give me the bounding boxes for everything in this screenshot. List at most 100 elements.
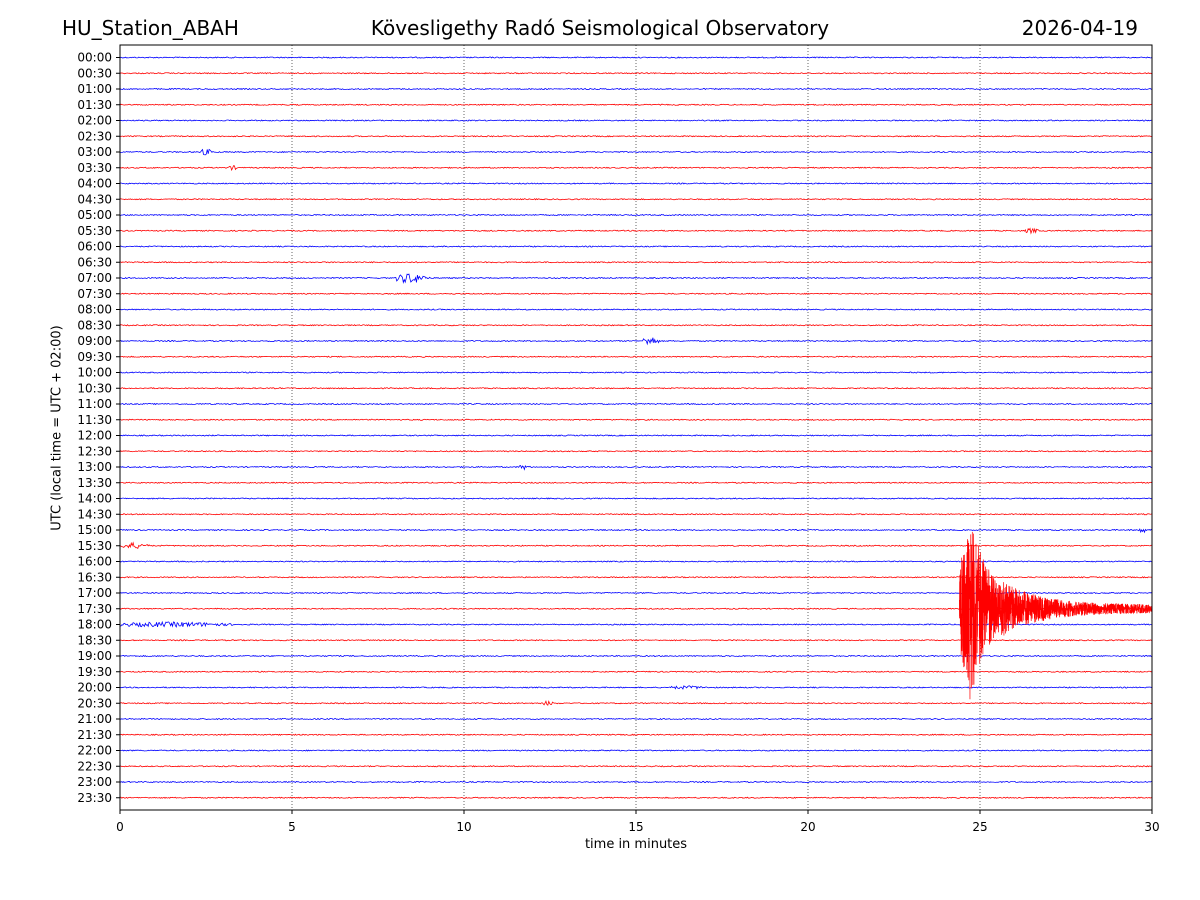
trace-1430 bbox=[119, 513, 1153, 516]
trace-1400 bbox=[119, 497, 1153, 500]
trace-0800 bbox=[119, 308, 1153, 311]
y-tick-label: 09:00 bbox=[77, 334, 112, 348]
earthquake-signal bbox=[959, 531, 1153, 700]
x-tick-label: 25 bbox=[972, 820, 987, 834]
trace-0630 bbox=[119, 261, 1153, 264]
trace-0930 bbox=[119, 355, 1153, 358]
x-tick-label: 20 bbox=[800, 820, 815, 834]
trace-0400 bbox=[119, 182, 1153, 185]
trace-0230 bbox=[119, 135, 1153, 138]
trace-1000 bbox=[119, 371, 1153, 374]
x-tick-label: 5 bbox=[288, 820, 296, 834]
trace-0530 bbox=[119, 227, 1153, 235]
trace-0200 bbox=[119, 119, 1153, 122]
y-tick-label: 13:30 bbox=[77, 476, 112, 490]
x-axis: 0 5 10 15 20 25 30 bbox=[116, 810, 1160, 834]
y-tick-label: 07:00 bbox=[77, 271, 112, 285]
y-tick-label: 21:00 bbox=[77, 712, 112, 726]
trace-1200 bbox=[119, 434, 1153, 437]
trace-2230 bbox=[120, 765, 1153, 768]
trace-1600 bbox=[119, 560, 1153, 563]
y-tick-label: 18:00 bbox=[77, 618, 112, 632]
y-tick-label: 14:00 bbox=[77, 492, 112, 506]
y-tick-label: 12:30 bbox=[77, 444, 112, 458]
trace-1030 bbox=[119, 387, 1153, 390]
trace-0500 bbox=[119, 213, 1153, 217]
y-tick-label: 00:30 bbox=[77, 66, 112, 80]
y-tick-label: 11:30 bbox=[77, 413, 112, 427]
trace-0100 bbox=[119, 87, 1152, 91]
y-tick-label: 17:30 bbox=[77, 602, 112, 616]
y-tick-label: 19:30 bbox=[77, 665, 112, 679]
y-tick-label: 02:00 bbox=[77, 114, 112, 128]
y-tick-label: 16:30 bbox=[77, 570, 112, 584]
y-tick-label: 16:00 bbox=[77, 555, 112, 569]
chart-title: Kövesligethy Radó Seismological Observat… bbox=[370, 16, 830, 40]
y-tick-label: 12:00 bbox=[77, 429, 112, 443]
y-tick-label: 22:30 bbox=[77, 759, 112, 773]
station-name: HU_Station_ABAH bbox=[62, 16, 239, 40]
trace-1530 bbox=[119, 541, 1153, 550]
trace-1130 bbox=[119, 418, 1153, 421]
y-tick-label: 23:00 bbox=[77, 775, 112, 789]
trace-1300 bbox=[119, 464, 1153, 471]
y-tick-label: 14:30 bbox=[77, 507, 112, 521]
trace-0430 bbox=[119, 198, 1153, 201]
y-tick-label: 10:30 bbox=[77, 381, 112, 395]
trace-2030 bbox=[119, 700, 1153, 706]
y-axis-label: UTC (local time = UTC + 02:00) bbox=[49, 325, 65, 531]
trace-2300 bbox=[119, 780, 1153, 784]
chart-date: 2026-04-19 bbox=[1021, 16, 1138, 40]
trace-1100 bbox=[119, 402, 1153, 406]
y-tick-label: 02:30 bbox=[77, 129, 112, 143]
trace-0900 bbox=[119, 337, 1153, 346]
x-axis-label: time in minutes bbox=[584, 837, 688, 852]
y-tick-label: 05:00 bbox=[77, 208, 112, 222]
trace-0830 bbox=[119, 324, 1153, 327]
grid-lines bbox=[291, 45, 981, 810]
y-tick-label: 23:30 bbox=[77, 791, 112, 805]
trace-2330 bbox=[119, 796, 1153, 799]
y-tick-label: 19:00 bbox=[77, 649, 112, 663]
trace-0300 bbox=[119, 148, 1153, 156]
x-tick-label: 30 bbox=[1144, 820, 1159, 834]
y-tick-label: 00:00 bbox=[77, 51, 112, 65]
y-tick-label: 10:00 bbox=[77, 366, 112, 380]
trace-0700 bbox=[119, 273, 1153, 285]
trace-2130 bbox=[119, 733, 1153, 736]
trace-0330 bbox=[119, 165, 1153, 172]
y-tick-label: 08:00 bbox=[77, 303, 112, 317]
trace-1500 bbox=[119, 528, 1153, 534]
y-tick-label: 06:30 bbox=[77, 255, 112, 269]
y-tick-label: 05:30 bbox=[77, 224, 112, 238]
trace-2200 bbox=[119, 749, 1153, 752]
y-tick-label: 15:30 bbox=[77, 539, 112, 553]
trace-1330 bbox=[119, 481, 1153, 484]
x-tick-label: 15 bbox=[628, 820, 643, 834]
y-tick-label: 03:00 bbox=[77, 145, 112, 159]
y-tick-label: 18:30 bbox=[77, 633, 112, 647]
trace-0000 bbox=[119, 56, 1153, 59]
y-tick-label: 08:30 bbox=[77, 318, 112, 332]
trace-2100 bbox=[119, 717, 1153, 721]
trace-2000 bbox=[119, 685, 1153, 690]
trace-0030 bbox=[119, 72, 1153, 75]
trace-1230 bbox=[119, 450, 1153, 453]
y-tick-label: 22:00 bbox=[77, 744, 112, 758]
trace-group bbox=[119, 56, 1153, 799]
y-tick-label: 04:30 bbox=[77, 192, 112, 206]
trace-1930 bbox=[119, 670, 1153, 673]
y-tick-label: 20:00 bbox=[77, 681, 112, 695]
x-tick-label: 0 bbox=[116, 820, 124, 834]
y-tick-label: 01:30 bbox=[77, 98, 112, 112]
y-tick-label: 11:00 bbox=[77, 397, 112, 411]
y-tick-label: 09:30 bbox=[77, 350, 112, 364]
y-tick-label: 15:00 bbox=[77, 523, 112, 537]
trace-0730 bbox=[119, 292, 1153, 295]
y-tick-label: 03:30 bbox=[77, 161, 112, 175]
trace-0130 bbox=[119, 103, 1153, 106]
y-tick-label: 20:30 bbox=[77, 696, 112, 710]
y-tick-label: 01:00 bbox=[77, 82, 112, 96]
